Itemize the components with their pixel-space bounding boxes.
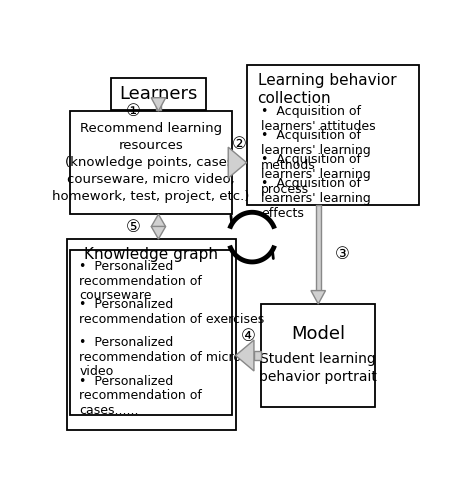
Text: ④: ④ xyxy=(241,327,256,345)
Polygon shape xyxy=(151,226,166,239)
Polygon shape xyxy=(236,340,254,371)
Text: •  Acquisition of
learners' learning
effects: • Acquisition of learners' learning effe… xyxy=(261,177,371,220)
Bar xyxy=(228,158,232,167)
Bar xyxy=(66,239,236,430)
Text: •  Acquisition of
learners' attitudes: • Acquisition of learners' attitudes xyxy=(261,105,376,133)
Polygon shape xyxy=(228,147,246,178)
Text: •  Personalized
recommendation of exercises: • Personalized recommendation of exercis… xyxy=(80,298,264,326)
Text: Knowledge graph: Knowledge graph xyxy=(84,247,218,262)
Text: Learning behavior
collection: Learning behavior collection xyxy=(258,73,396,107)
Text: ③: ③ xyxy=(335,246,349,263)
Text: Learners: Learners xyxy=(119,85,198,103)
Text: •  Personalized
recommendation of micro
video: • Personalized recommendation of micro v… xyxy=(80,336,241,378)
Text: •  Personalized
recommendation of
cases......: • Personalized recommendation of cases..… xyxy=(80,374,202,417)
Bar xyxy=(110,78,206,110)
Bar xyxy=(156,98,161,110)
Text: ②: ② xyxy=(232,134,246,153)
Text: ⑤: ⑤ xyxy=(125,218,140,236)
Polygon shape xyxy=(151,214,166,227)
Bar xyxy=(246,65,419,205)
Polygon shape xyxy=(151,98,166,111)
Bar xyxy=(254,351,261,360)
Text: •  Acquisition of
learners' learning
methods: • Acquisition of learners' learning meth… xyxy=(261,129,371,172)
Text: •  Acquisition of
learners' learning
process: • Acquisition of learners' learning proc… xyxy=(261,153,371,196)
Text: Student learning
behavior portrait: Student learning behavior portrait xyxy=(259,352,377,384)
Text: Model: Model xyxy=(291,325,345,343)
Bar xyxy=(70,250,232,415)
Bar xyxy=(261,304,375,407)
Polygon shape xyxy=(311,291,326,304)
Text: Recommend learning
resources
(knowledge points, cases,
courseware, micro video,
: Recommend learning resources (knowledge … xyxy=(53,122,250,203)
Text: ①: ① xyxy=(125,102,140,120)
Text: •  Personalized
recommendation of
courseware: • Personalized recommendation of coursew… xyxy=(80,260,202,302)
Bar xyxy=(316,205,320,291)
Bar xyxy=(70,111,232,214)
